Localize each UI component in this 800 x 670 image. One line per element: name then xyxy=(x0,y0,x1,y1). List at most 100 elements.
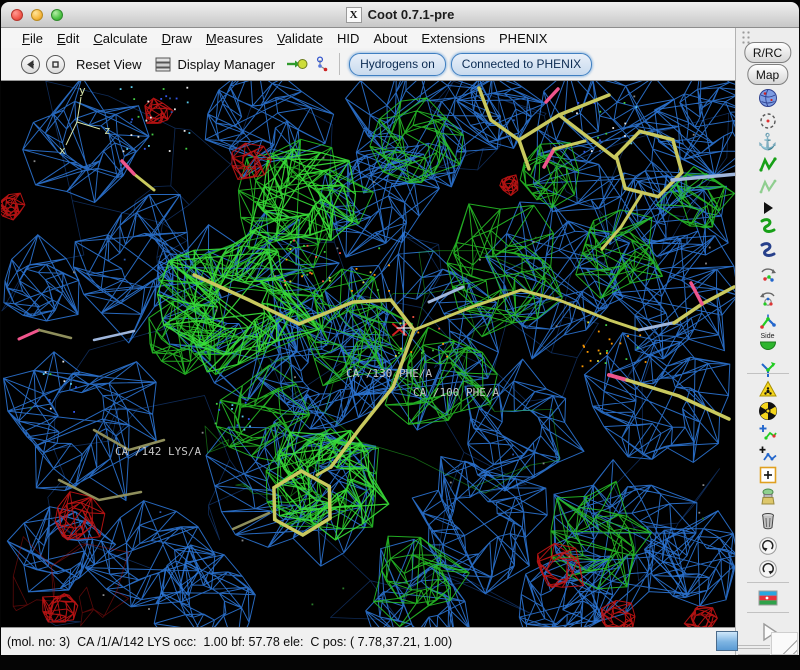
clear-pending-picks-icon xyxy=(760,488,775,505)
panel-separator xyxy=(747,582,789,583)
tool-regularize-button[interactable] xyxy=(756,176,780,198)
undo-view-button[interactable] xyxy=(21,54,40,74)
tool-recentre-button[interactable] xyxy=(756,110,780,132)
atom-label: CA /130 PHE/A xyxy=(346,367,432,380)
x11-icon: X xyxy=(345,6,362,23)
resize-grip[interactable] xyxy=(771,632,798,655)
regularize-zone-icon xyxy=(759,179,776,194)
place-atom-pointer-icon xyxy=(759,466,776,484)
phenix-connection-button[interactable]: Connected to PHENIX xyxy=(450,52,593,76)
title-center: X Coot 0.7.1-pre xyxy=(1,6,799,23)
redo-icon xyxy=(758,560,777,578)
display-manager-button[interactable]: Display Manager xyxy=(177,56,276,72)
grip-lines xyxy=(738,645,770,655)
delete-trash-icon xyxy=(761,513,774,530)
tool-torsion-general-button[interactable] xyxy=(756,288,780,310)
run-refmac-flag-icon xyxy=(758,590,777,606)
toolbar-separator xyxy=(339,53,341,75)
molecule-fragment-icon[interactable] xyxy=(314,55,330,73)
r-rc-button[interactable]: R/RC xyxy=(743,42,792,63)
expander-triangle-icon xyxy=(762,622,777,642)
map-button[interactable]: Map xyxy=(746,64,789,85)
add-terminal-residue-icon xyxy=(759,425,777,440)
gl-viewport[interactable]: x y z CA /130 PHE/A CA /100 PHE/A CA /14… xyxy=(1,81,735,627)
menu-validate[interactable]: Validate xyxy=(277,30,324,46)
tool-real-space-refine-button[interactable] xyxy=(756,154,780,176)
status-text: (mol. no: 3) CA /1/A/142 LYS occ: 1.00 b… xyxy=(7,634,453,649)
stop-square-icon xyxy=(52,60,59,68)
back-arrow-icon xyxy=(27,59,34,69)
anchor-icon: ⚓ xyxy=(757,134,778,151)
title-bar[interactable]: X Coot 0.7.1-pre xyxy=(1,2,799,28)
tool-rotamers-button[interactable] xyxy=(756,239,780,261)
mutate-autofit-icon xyxy=(758,380,777,397)
rigid-body-fit-icon xyxy=(763,202,773,214)
toolbar-grip[interactable] xyxy=(741,30,751,44)
edit-chi-angles-icon xyxy=(760,268,776,282)
jed-flip-icon xyxy=(760,362,775,377)
tool-jed-flip-button[interactable] xyxy=(756,358,780,380)
status-bar: (mol. no: 3) CA /1/A/142 LYS occ: 1.00 b… xyxy=(1,627,735,655)
menu-extensions[interactable]: Extensions xyxy=(421,30,486,46)
reset-view-button[interactable]: Reset View xyxy=(76,56,142,72)
torsion-general-icon xyxy=(759,292,775,306)
tool-redo-button[interactable] xyxy=(756,558,780,580)
add-alt-conf-icon xyxy=(759,446,777,461)
auto-fit-rotamer-icon xyxy=(760,218,775,233)
menu-hid[interactable]: HID xyxy=(337,30,360,46)
tool-sphere-button[interactable] xyxy=(756,87,780,109)
menu-bar: File Edit Calculate Draw Measures Valida… xyxy=(1,28,799,48)
tool-auto-fit-rotamer-button[interactable] xyxy=(756,215,780,237)
flip-peptide-icon xyxy=(759,314,776,329)
tool-clear-picks-button[interactable] xyxy=(756,486,780,508)
undo-icon xyxy=(758,537,777,555)
tool-simple-mutate-button[interactable] xyxy=(756,400,780,422)
tool-rigid-body-button[interactable] xyxy=(756,197,780,219)
recentre-icon xyxy=(759,113,776,129)
tool-mutate-autofit-button[interactable] xyxy=(756,378,780,400)
rotamers-icon xyxy=(760,242,775,257)
tool-delete-button[interactable] xyxy=(756,510,780,532)
menu-measures[interactable]: Measures xyxy=(205,30,264,46)
traffic-lights xyxy=(11,9,63,21)
window-title: Coot 0.7.1-pre xyxy=(367,7,455,22)
main-toolbar: Reset View Display Manager Hydrogens on … xyxy=(1,48,735,81)
real-space-refine-icon xyxy=(758,156,777,172)
axis-label-x: x xyxy=(59,144,66,157)
axes-gizmo xyxy=(65,96,101,146)
menu-edit[interactable]: Edit xyxy=(56,30,80,46)
go-to-atom-icon[interactable] xyxy=(286,57,308,71)
display-manager-icon[interactable] xyxy=(155,57,171,72)
menu-draw[interactable]: Draw xyxy=(161,30,192,46)
hydrogens-toggle-button[interactable]: Hydrogens on xyxy=(349,52,446,76)
panel-separator xyxy=(747,373,789,374)
tool-side-chain-flip-button[interactable]: Side xyxy=(756,330,780,356)
minimize-button[interactable] xyxy=(31,9,43,21)
simple-mutate-icon xyxy=(758,402,777,420)
side-flip-label: Side xyxy=(760,333,775,340)
globe-icon xyxy=(758,89,777,107)
axis-label-z: z xyxy=(104,124,111,137)
tool-edit-chi-angles-button[interactable] xyxy=(756,264,780,286)
menu-file[interactable]: File xyxy=(22,30,43,46)
menu-phenix[interactable]: PHENIX xyxy=(499,30,548,46)
atom-label: CA /142 LYS/A xyxy=(115,445,201,458)
tool-flip-peptide-button[interactable] xyxy=(756,311,780,333)
zoom-button[interactable] xyxy=(51,9,63,21)
atom-label: CA /100 PHE/A xyxy=(413,386,499,399)
side-chain-flip-icon xyxy=(759,341,776,350)
menu-about[interactable]: About xyxy=(373,30,408,46)
tool-add-terminal-residue-button[interactable] xyxy=(756,422,780,444)
tool-undo-button[interactable] xyxy=(756,535,780,557)
status-scroll-thumb[interactable] xyxy=(716,631,738,651)
tool-anchor-button[interactable]: ⚓ xyxy=(756,132,780,154)
tool-run-refmac-button[interactable] xyxy=(756,587,780,609)
right-tool-panel: R/RC Map ⚓ Side xyxy=(735,28,799,655)
panel-expander-button[interactable] xyxy=(756,618,780,646)
menu-calculate[interactable]: Calculate xyxy=(93,30,148,46)
close-button[interactable] xyxy=(11,9,23,21)
tool-add-alt-conf-button[interactable] xyxy=(756,444,780,466)
recentre-view-button[interactable] xyxy=(46,54,65,74)
tool-place-atom-button[interactable] xyxy=(756,464,780,486)
